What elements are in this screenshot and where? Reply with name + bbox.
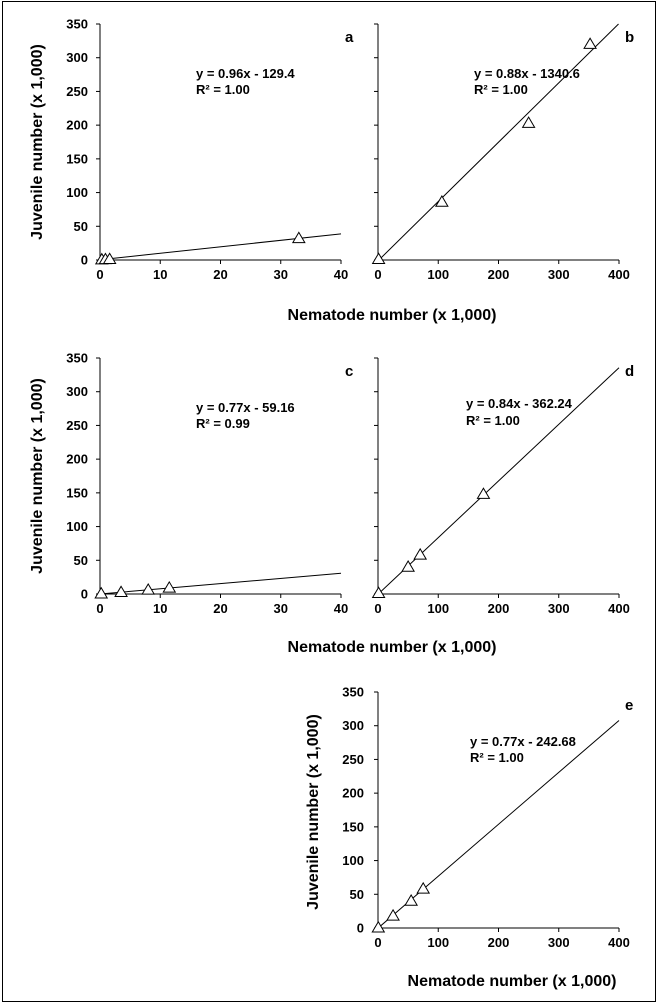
y-axis-title: Juvenile number (x 1,000) [29,378,46,574]
panel-d: 0 100 200 300 400 d y = 0.84x - 362.24 R² = 1.0… [371,357,634,616]
panel-e: 0 50 100 150 200 250 300 350 0 100 200 300 400 e y = 0… [305,685,633,991]
data-point-triangle [583,37,597,49]
y-tick-label: 50 [74,553,88,568]
r-squared-label: R² = 1.00 [474,82,528,97]
y-axis-title: Juvenile number (x 1,000) [305,714,322,910]
regression-equation: y = 0.88x - 1340.6 [474,66,580,81]
x-tick-label: 400 [608,935,630,950]
x-tick-label: 40 [334,601,348,616]
y-tick-label: 300 [342,718,364,733]
y-axis-title: Juvenile number (x 1,000) [29,44,46,240]
r-squared-label: R² = 1.00 [466,413,520,428]
y-tick-label: 150 [66,485,88,500]
x-tick-label: 100 [427,601,449,616]
data-point-triangle [371,586,386,599]
data-point-triangle [114,585,128,598]
x-tick-label: 300 [548,267,570,282]
data-point-triangle [434,195,449,207]
r-squared-label: R² = 1.00 [470,750,524,765]
y-tick-label: 100 [66,185,88,200]
y-tick-label: 100 [342,853,364,868]
x-tick-label: 300 [548,935,570,950]
trendline [99,572,342,595]
y-tick-label: 150 [66,151,88,166]
x-tick-label: 200 [488,267,510,282]
regression-equation: y = 0.77x - 242.68 [470,734,576,749]
y-tick-label: 50 [74,219,88,234]
y-tick-label: 350 [66,351,88,366]
data-point-triangle [102,252,117,265]
y-tick-label: 0 [81,587,88,602]
data-point-triangle [371,252,386,265]
y-tick-label: 350 [66,17,88,32]
y-tick-label: 0 [357,921,364,936]
x-tick-label: 0 [374,267,381,282]
x-tick-label: 40 [334,267,348,282]
y-tick-label: 250 [342,752,364,767]
x-tick-label: 300 [548,601,570,616]
data-point-triangle [141,582,156,595]
y-tick-label: 350 [342,685,364,700]
regression-equation: y = 0.77x - 59.16 [196,400,295,415]
data-point-triangle [416,881,431,894]
x-tick-label: 20 [213,267,227,282]
x-tick-label: 200 [488,601,510,616]
y-tick-label: 150 [342,819,364,834]
x-tick-label: 100 [427,935,449,950]
y-tick-label: 50 [350,887,364,902]
x-tick-label: 400 [608,267,630,282]
data-point-triangle [476,487,491,499]
x-tick-label: 0 [374,935,381,950]
x-tick-label: 10 [153,601,167,616]
panel-c: 0 50 100 150 200 250 300 350 0 10 20 30 40 c y = 0.77x… [29,351,496,657]
data-point-triangle [521,116,536,128]
data-point-triangle [404,894,419,906]
data-point-triangle [413,547,428,560]
regression-equation: y = 0.96x - 129.4 [196,66,295,81]
x-axis-title: Nematode number (x 1,000) [288,639,497,656]
x-tick-label: 20 [213,601,227,616]
x-axis-title: Nematode number (x 1,000) [408,973,617,990]
x-tick-label: 0 [374,601,381,616]
x-axis-title: Nematode number (x 1,000) [288,307,497,324]
x-tick-label: 30 [274,601,288,616]
panel-a: 0 50 100 150 200 250 300 350 0 10 20 30 40 a y = 0.96x… [29,17,496,325]
data-point-triangle [401,560,415,572]
y-tick-label: 300 [66,50,88,65]
x-tick-label: 10 [153,267,167,282]
panel-letter: b [625,29,634,46]
y-tick-label: 200 [342,786,364,801]
y-tick-label: 250 [66,84,88,99]
data-point-triangle [291,231,306,244]
x-tick-label: 30 [274,267,288,282]
trendline [378,23,619,261]
x-tick-label: 200 [488,935,510,950]
panel-letter: c [345,363,353,380]
data-point-triangle [371,920,386,933]
y-tick-label: 0 [81,253,88,268]
y-tick-label: 250 [66,418,88,433]
r-squared-label: R² = 1.00 [196,82,250,97]
x-tick-label: 400 [608,601,630,616]
data-point-triangle [94,586,109,599]
panel-letter: e [625,697,633,714]
panel-b: 0 100 200 300 400 b y = 0.88x - 1340.6R² = 1.0… [371,23,634,282]
regression-equation: y = 0.84x - 362.24 [466,396,573,411]
y-tick-label: 100 [66,519,88,534]
x-tick-label: 0 [96,267,103,282]
y-tick-label: 200 [66,118,88,133]
data-point-triangle [386,908,400,921]
x-tick-label: 0 [96,601,103,616]
y-tick-label: 300 [66,384,88,399]
panel-letter: a [345,29,354,46]
x-tick-label: 100 [427,267,449,282]
panel-letter: d [625,363,634,380]
trendline [99,233,342,261]
r-squared-label: R² = 0.99 [196,416,250,431]
data-point-triangle [162,580,177,593]
y-tick-label: 200 [66,452,88,467]
